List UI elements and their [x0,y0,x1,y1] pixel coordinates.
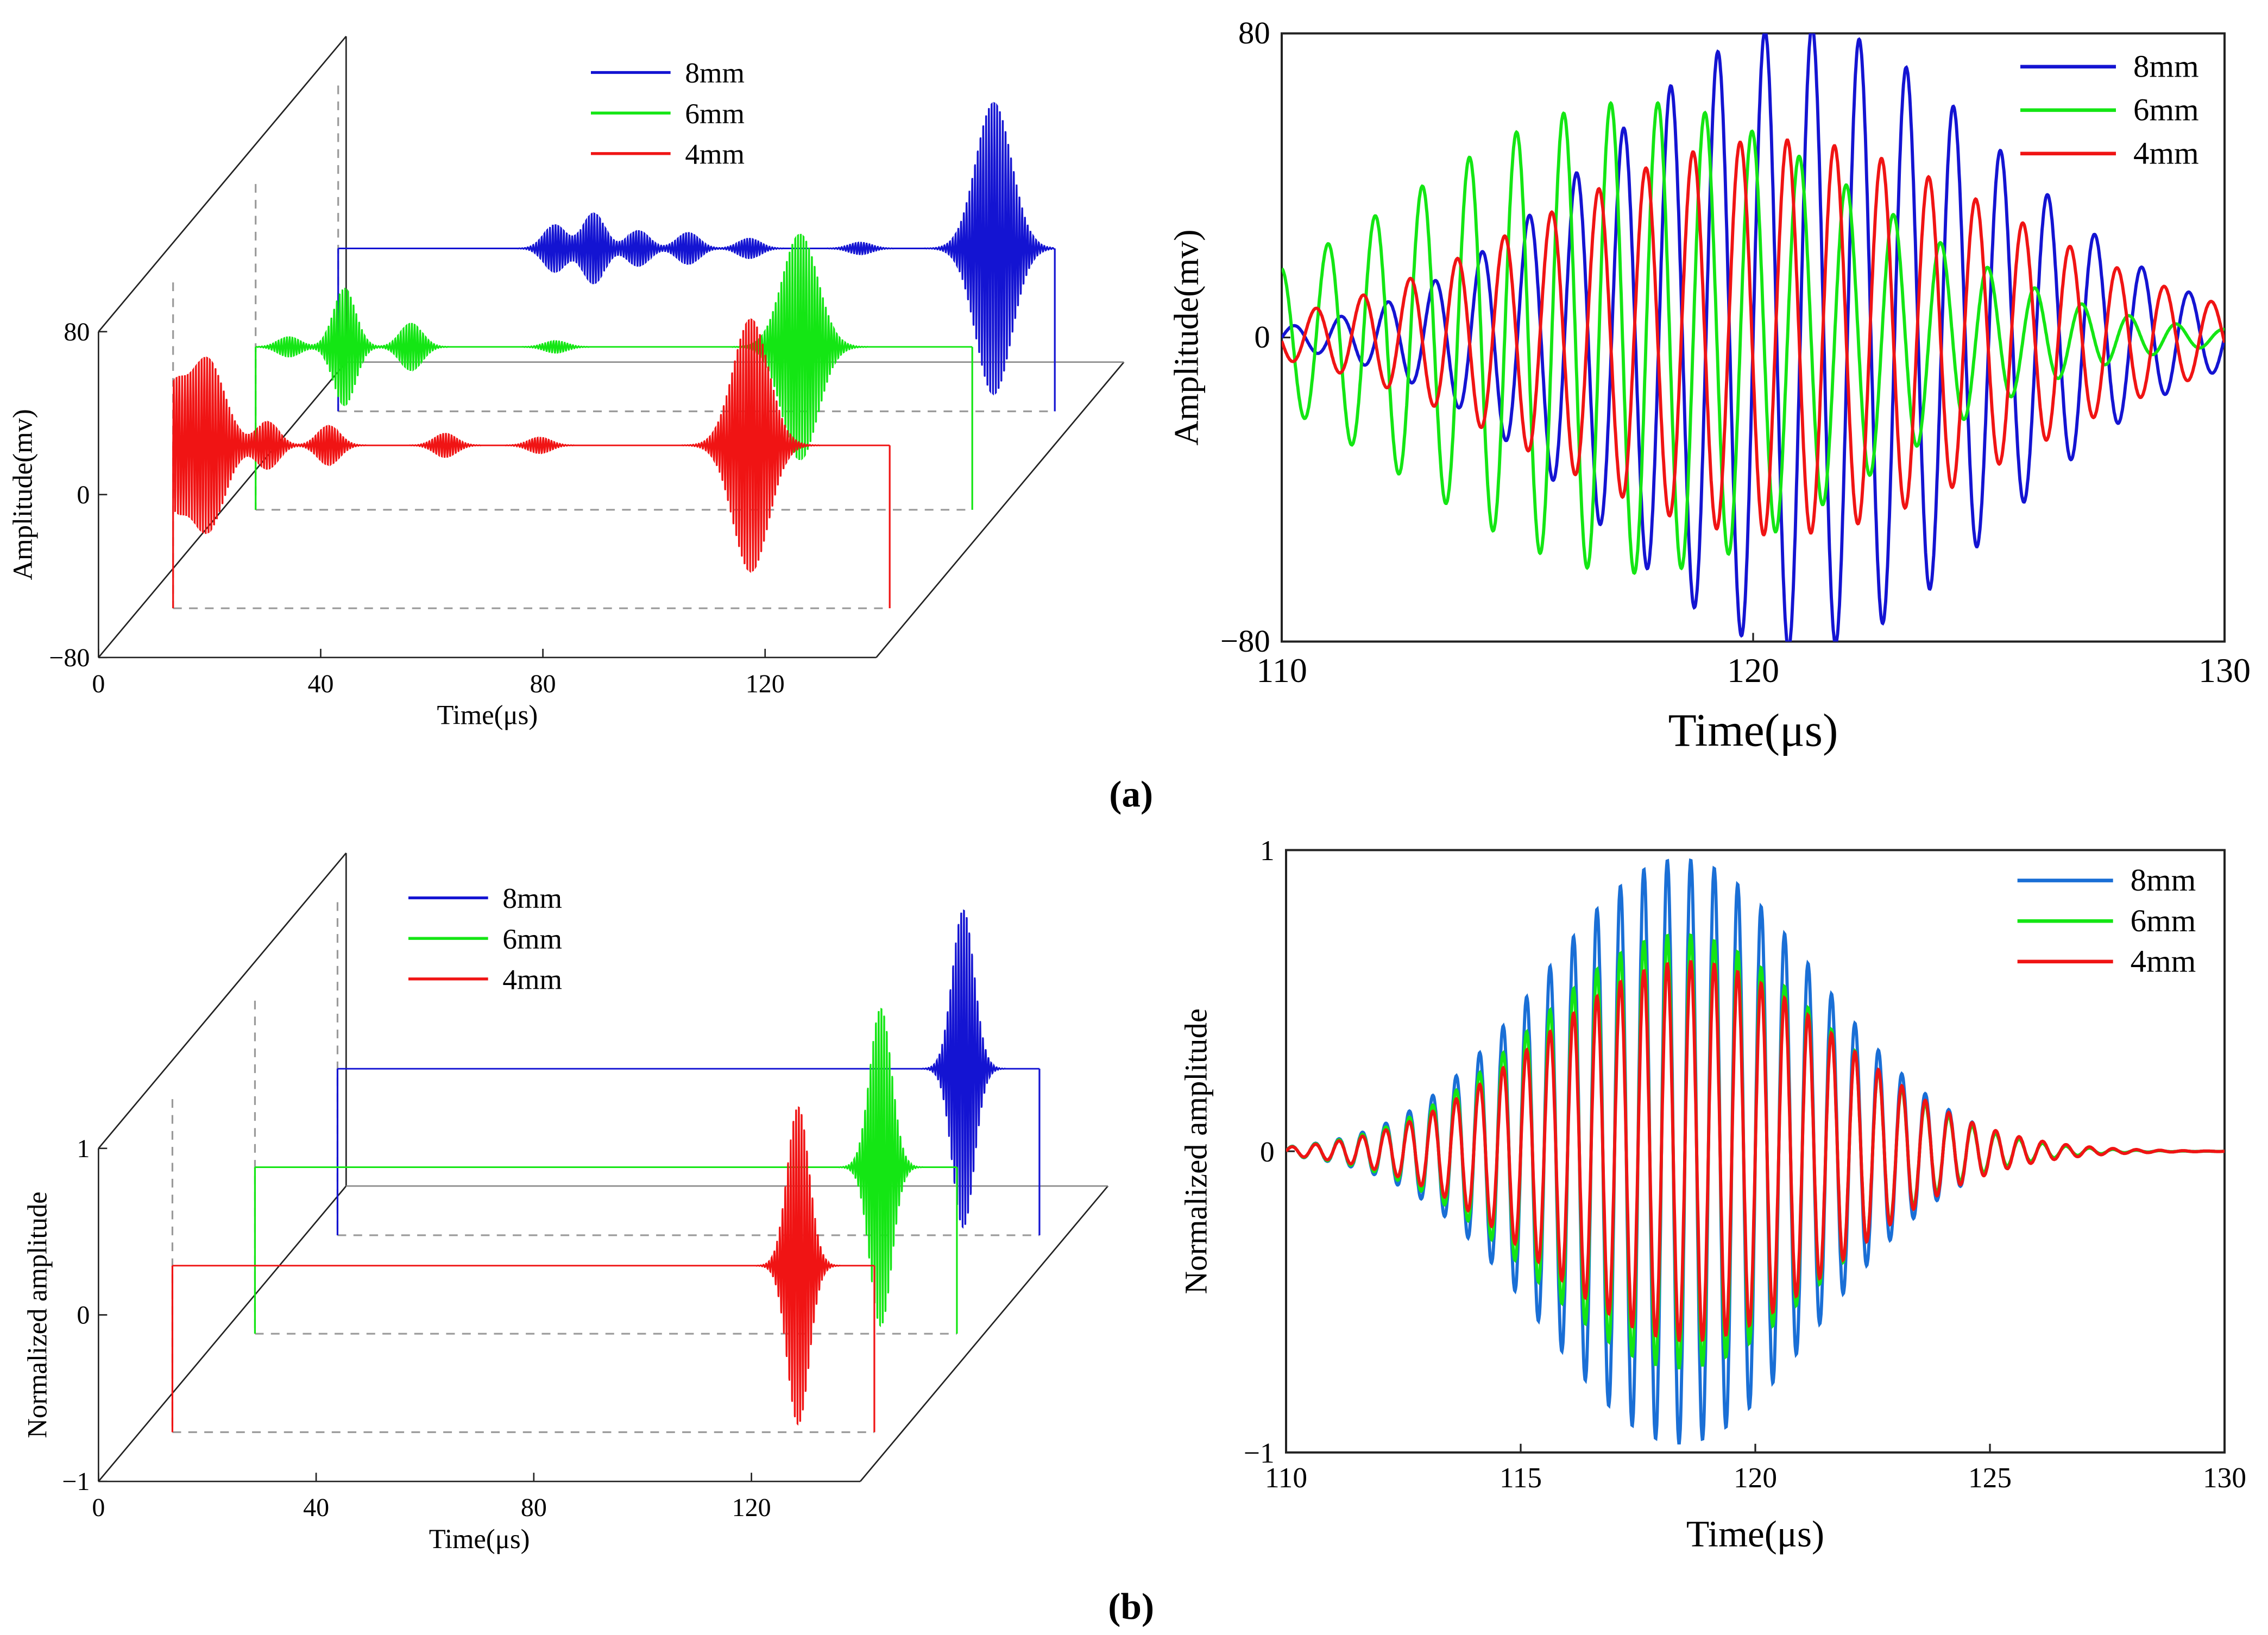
legend-label-6mm: 6mm [685,97,745,130]
panel-b-zoom-chart: 110 115 120 125 130 1 0 −1 Time(μs) Normalized am… [1178,834,2246,1555]
x-tick-label: 125 [1968,1461,2012,1494]
depth-right-edge [859,1185,1109,1482]
x-tick-label: 110 [1256,651,1307,690]
legend-label-4mm: 4mm [2131,944,2196,979]
x-tick-label: 120 [1727,651,1779,690]
y-tick-label: −80 [49,643,90,672]
y-tick-label: 80 [64,318,90,346]
legend-label-4mm: 4mm [2133,136,2199,171]
y-tick-label: 0 [1254,319,1270,355]
series-6mm-trace [255,1007,957,1328]
series-4mm-trace [172,318,890,573]
y-tick-label: −1 [62,1467,90,1496]
legend-label-8mm: 8mm [2131,862,2196,898]
series-8mm-trace [338,102,1056,396]
y-axis-title: Normalized amplitude [22,1191,52,1438]
y-tick-label: 80 [1238,15,1270,50]
y-tick-label: 1 [1260,834,1275,867]
series-group [1282,33,2225,642]
panel-a-3d-chart: 800−800 40 80 120Time(μs)Amplitude(mv)8mm6m… [8,35,1125,730]
x-tick-label: 80 [530,670,556,698]
legend-label-4mm: 4mm [685,138,745,171]
depth-bottom-edge [98,1185,347,1482]
y-tick-label: 0 [77,481,90,509]
legend-label-6mm: 6mm [2133,92,2199,128]
series-8mm-trace [337,909,1040,1229]
x-tick-label: 0 [92,670,105,698]
series-4mm-trace [1282,138,2225,536]
y-axis-title: Normalized amplitude [1178,1008,1213,1294]
depth-bottom-edge [98,361,347,658]
x-axis-title: Time(μs) [1668,705,1838,756]
x-tick-label: 130 [2203,1461,2246,1494]
series-6mm-trace [255,233,973,460]
x-axis-title: Time(μs) [437,700,538,730]
x-tick-label: 120 [732,1493,771,1522]
panel-b-label: (b) [1108,1586,1154,1627]
x-tick-label: 110 [1265,1461,1307,1494]
y-tick-label: 0 [1260,1135,1275,1168]
panel-a-label: (a) [1109,773,1153,815]
legend-label-4mm: 4mm [502,963,562,996]
series-group [1286,858,2225,1445]
x-tick-label: 40 [307,670,333,698]
panel-a-zoom-chart: 110 120 130 80 0 −80 Time(μs) Amplitude(mv) 8mm 6… [1167,15,2251,756]
series-4mm-trace [1286,960,2225,1343]
depth-top-edge [98,35,347,332]
series-4mm-trace [172,1106,874,1426]
y-axis-title: Amplitude(mv) [8,409,38,580]
legend-label-8mm: 8mm [685,56,745,89]
x-tick-label: 120 [746,670,785,698]
legend-label-8mm: 8mm [502,882,562,914]
y-tick-label: 1 [77,1134,90,1163]
series-6mm-trace [1282,100,2225,575]
x-tick-label: 120 [1734,1461,1777,1494]
depth-top-edge [98,852,347,1149]
y-tick-label: −1 [1244,1437,1275,1469]
x-axis-title: Time(μs) [429,1524,530,1554]
y-tick-label: −80 [1220,623,1270,659]
x-axis-title: Time(μs) [1686,1513,1824,1555]
depth-right-edge [875,361,1125,658]
legend-label-6mm: 6mm [2131,903,2196,938]
legend-label-6mm: 6mm [502,923,562,955]
legend-label-8mm: 8mm [2133,49,2199,84]
y-tick-label: 0 [77,1301,90,1330]
y-axis-title: Amplitude(mv) [1167,229,1205,445]
x-tick-label: 130 [2198,651,2251,690]
x-tick-label: 40 [303,1493,329,1522]
x-tick-label: 115 [1500,1461,1542,1494]
x-tick-label: 0 [92,1493,105,1522]
x-tick-label: 80 [521,1493,547,1522]
